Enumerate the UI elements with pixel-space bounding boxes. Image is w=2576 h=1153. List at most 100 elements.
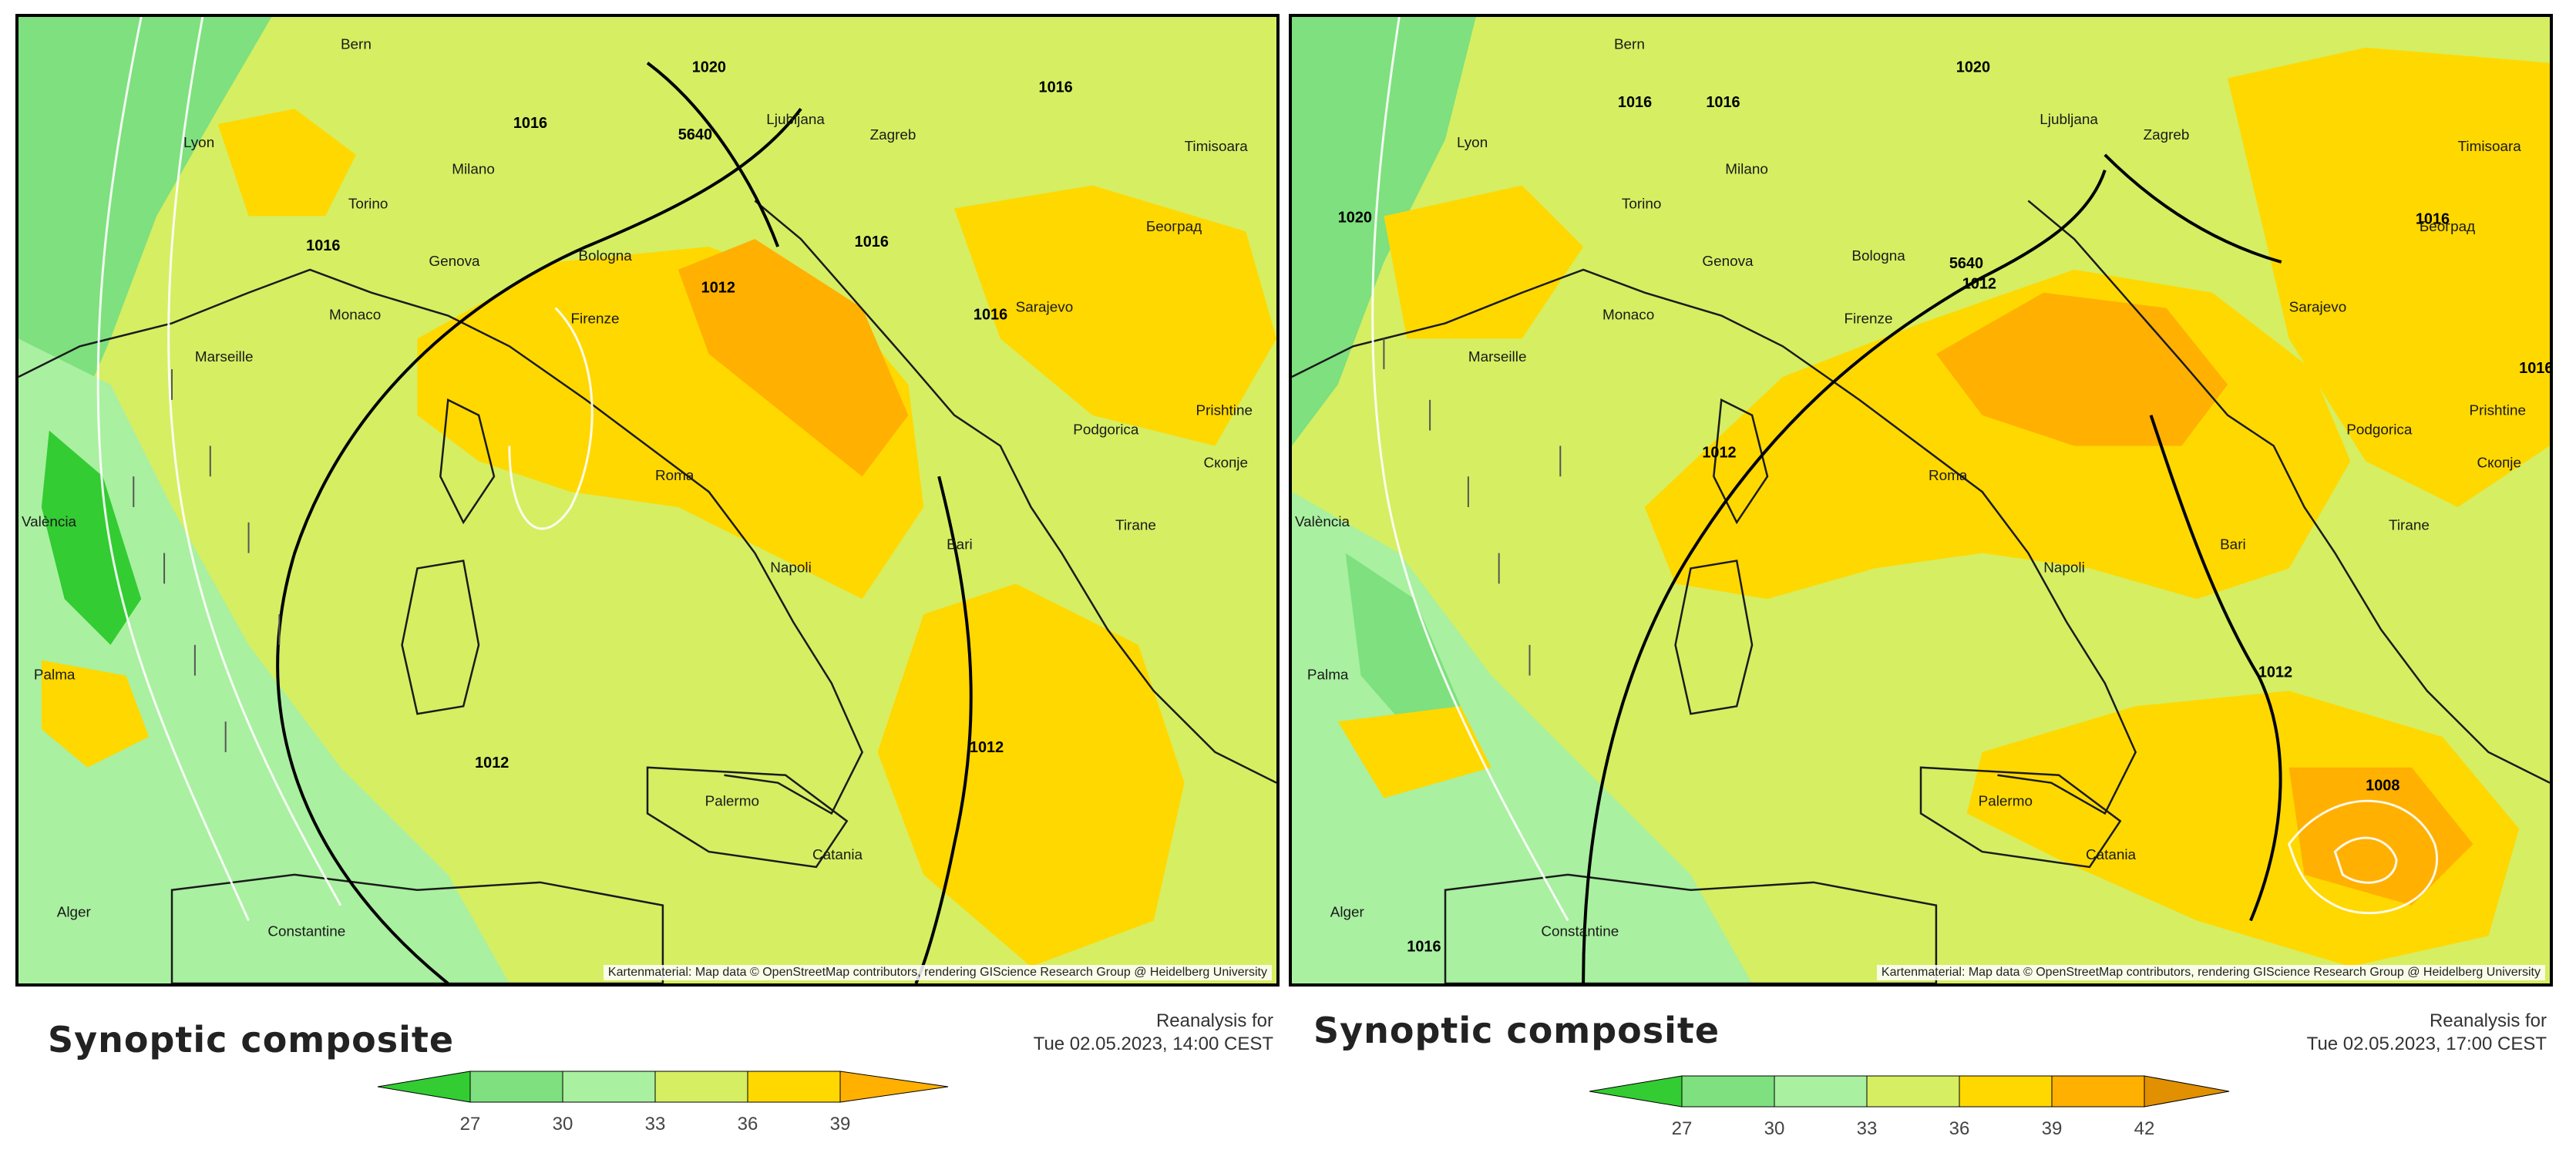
isobar-label: 1012 — [970, 739, 1004, 756]
city-label: Ljubljana — [766, 112, 825, 128]
isobar-label: 1016 — [1407, 938, 1441, 955]
isobar-label: 1016 — [974, 307, 1007, 324]
city-labels: Bern Lyon Torino Milano Genova Bologna M… — [1295, 37, 2526, 940]
city-label: Alger — [1330, 905, 1364, 921]
colorbar-swatch-30-33 — [1774, 1075, 1868, 1108]
city-label: Monaco — [1602, 308, 1654, 324]
reanalysis-datetime: Tue 02.05.2023, 14:00 CEST — [1033, 1034, 1273, 1054]
colorbar-swatch-27-30 — [1681, 1075, 1775, 1108]
isobar-labels: 1020 1016 1016 5640 1016 1012 1016 1016 … — [306, 59, 1073, 771]
colorbar-tick: 27 — [460, 1114, 481, 1135]
isobar-label: 1012 — [701, 280, 735, 297]
colorbar-swatch-39-42 — [2051, 1075, 2145, 1108]
warm-baleares — [1337, 706, 1491, 798]
map-attribution: Kartenmaterial: Map data © OpenStreetMap… — [603, 965, 1272, 980]
reanalysis-time: Reanalysis for Tue 02.05.2023, 17:00 CES… — [2307, 1010, 2547, 1056]
city-label: Zagreb — [870, 127, 916, 143]
city-label: Београд — [1146, 219, 1202, 235]
hot-core-south — [2288, 767, 2473, 906]
city-label: Скопје — [2477, 455, 2521, 471]
city-label: València — [1295, 514, 1350, 530]
isobar-label: 1020 — [1956, 59, 1990, 76]
city-label: Sarajevo — [2289, 300, 2347, 316]
city-label: Constantine — [1541, 923, 1619, 940]
warm-balkans — [2228, 47, 2550, 507]
colorbar-tick: 33 — [1857, 1118, 1878, 1139]
colorbar-swatch-33-36 — [1866, 1075, 1960, 1108]
city-label: Zagreb — [2144, 127, 2190, 143]
city-label: Firenze — [570, 311, 619, 327]
isobar-label: 1020 — [692, 59, 726, 76]
map-title: Synoptic composite — [1313, 1010, 1720, 1051]
city-label: Genova — [1702, 254, 1754, 270]
colorbar-tick: 36 — [1949, 1118, 1970, 1139]
colorbar-svg: 27 30 33 36 39 42 — [1589, 1075, 2230, 1139]
green-core — [41, 430, 142, 645]
city-label: Ljubljana — [2040, 112, 2098, 128]
city-label: Napoli — [770, 560, 812, 576]
city-label: Prishtine — [1196, 403, 1253, 419]
colorbar-swatch-below-27 — [1589, 1075, 1683, 1108]
city-label: Београд — [2420, 219, 2475, 235]
city-label: Bologna — [578, 248, 632, 264]
isobar-label: 1020 — [1338, 209, 1372, 226]
isobar-label: 1016 — [2519, 360, 2550, 377]
colorbar-swatch-27-30 — [469, 1071, 563, 1103]
map-svg-17cest: 1020 1016 1020 1016 1016 5640 1012 1016 … — [1292, 17, 2550, 983]
warm-north-west — [1384, 185, 1584, 339]
city-label: Alger — [57, 905, 91, 921]
colorbar-tick: 39 — [2042, 1118, 2063, 1139]
isobars — [276, 62, 973, 983]
white-contours — [1371, 17, 2438, 922]
city-label: Timisoara — [2458, 139, 2522, 155]
colorbar-tick: 30 — [1764, 1118, 1785, 1139]
warm-north-west — [217, 109, 356, 217]
map-attribution: Kartenmaterial: Map data © OpenStreetMap… — [1876, 965, 2545, 980]
city-label: Constantine — [267, 923, 345, 940]
isobar-label: 1012 — [1702, 444, 1736, 461]
colorbar-tick: 33 — [645, 1114, 666, 1135]
isobar-label: 5640 — [1949, 255, 1983, 272]
warm-baleares — [41, 660, 150, 768]
city-label: Lyon — [1457, 135, 1488, 151]
warm-south-east — [1966, 691, 2520, 967]
colorbar-swatch-36-39 — [747, 1071, 841, 1103]
city-label: Bari — [2220, 537, 2246, 553]
colorbar-swatch-above-39 — [839, 1071, 949, 1103]
colorbar-swatch-36-39 — [1959, 1075, 2053, 1108]
city-label: Sarajevo — [1016, 300, 1074, 316]
city-label: Genova — [429, 254, 480, 270]
map-panel-17cest: 1020 1016 1020 1016 1016 5640 1012 1016 … — [1289, 0, 2568, 1153]
cool-area-west — [1292, 17, 1476, 446]
isobar-label: 1016 — [855, 234, 889, 250]
city-labels: Bern Lyon Torino Milano Genova Bologna M… — [22, 37, 1253, 940]
wind-arrows — [133, 369, 281, 752]
reanalysis-time: Reanalysis for Tue 02.05.2023, 14:00 CES… — [1034, 1010, 1273, 1056]
city-label: Palma — [1307, 667, 1349, 684]
isobar-label: 1016 — [1706, 94, 1740, 111]
city-label: Marseille — [195, 349, 254, 365]
city-label: Palermo — [1979, 793, 2033, 809]
weather-map-14cest: 1020 1016 1016 5640 1016 1012 1016 1016 … — [15, 14, 1280, 987]
colorbar-swatch-30-33 — [562, 1071, 656, 1103]
isobar-label: 5640 — [678, 126, 712, 143]
weather-map-17cest: 1020 1016 1020 1016 1016 5640 1012 1016 … — [1289, 14, 2553, 987]
isobar-label: 1016 — [2416, 210, 2450, 227]
city-label: Roma — [1929, 468, 1968, 484]
city-label: Podgorica — [1073, 422, 1139, 439]
city-label: Скопје — [1203, 455, 1248, 471]
warm-balkans — [954, 185, 1276, 446]
city-label: Milano — [1725, 162, 1768, 178]
city-label: Firenze — [1844, 311, 1892, 327]
city-label: Catania — [812, 847, 863, 863]
colorbar-tick: 42 — [2134, 1118, 2155, 1139]
isobar-label: 1016 — [513, 115, 547, 132]
isobar-label: 1012 — [475, 755, 509, 771]
coastlines — [18, 200, 1276, 983]
city-label: Torino — [348, 196, 388, 212]
white-contours — [96, 17, 594, 922]
city-label: Milano — [452, 162, 495, 178]
city-label: Podgorica — [2346, 422, 2413, 439]
colorbar-tick: 36 — [738, 1114, 758, 1135]
colorbar-swatch-above-42 — [2144, 1075, 2230, 1108]
